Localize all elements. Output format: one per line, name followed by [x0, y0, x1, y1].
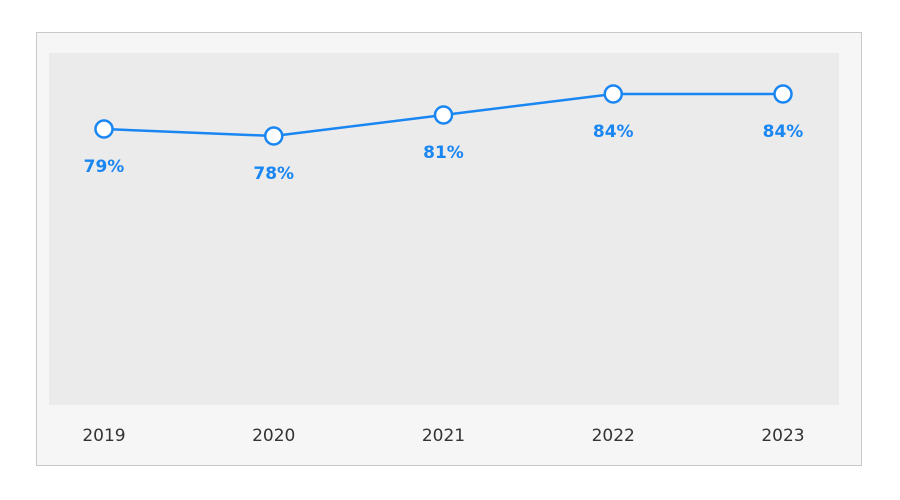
data-point-2020 — [264, 126, 284, 146]
x-tick-label-2019: 2019 — [82, 426, 125, 446]
data-label-2020: 78% — [253, 164, 294, 184]
series-layer — [94, 84, 793, 146]
data-point-2021 — [433, 105, 454, 125]
data-point-2019 — [94, 119, 114, 139]
x-tick-label-2023: 2023 — [761, 426, 804, 446]
data-label-layer: 79% 78% 81% 84% 84% — [84, 122, 804, 184]
data-label-2019: 79% — [84, 157, 125, 177]
data-label-2023: 84% — [763, 122, 804, 142]
x-axis-ticks: 2019 2020 2021 2022 2023 — [82, 426, 804, 446]
x-tick-label-2021: 2021 — [422, 426, 465, 446]
data-point-2023 — [773, 84, 793, 104]
data-label-2021: 81% — [423, 143, 464, 163]
data-point-2022 — [603, 84, 623, 104]
x-tick-label-2022: 2022 — [592, 426, 635, 446]
data-label-2022: 84% — [593, 122, 634, 142]
x-tick-label-2020: 2020 — [252, 426, 295, 446]
